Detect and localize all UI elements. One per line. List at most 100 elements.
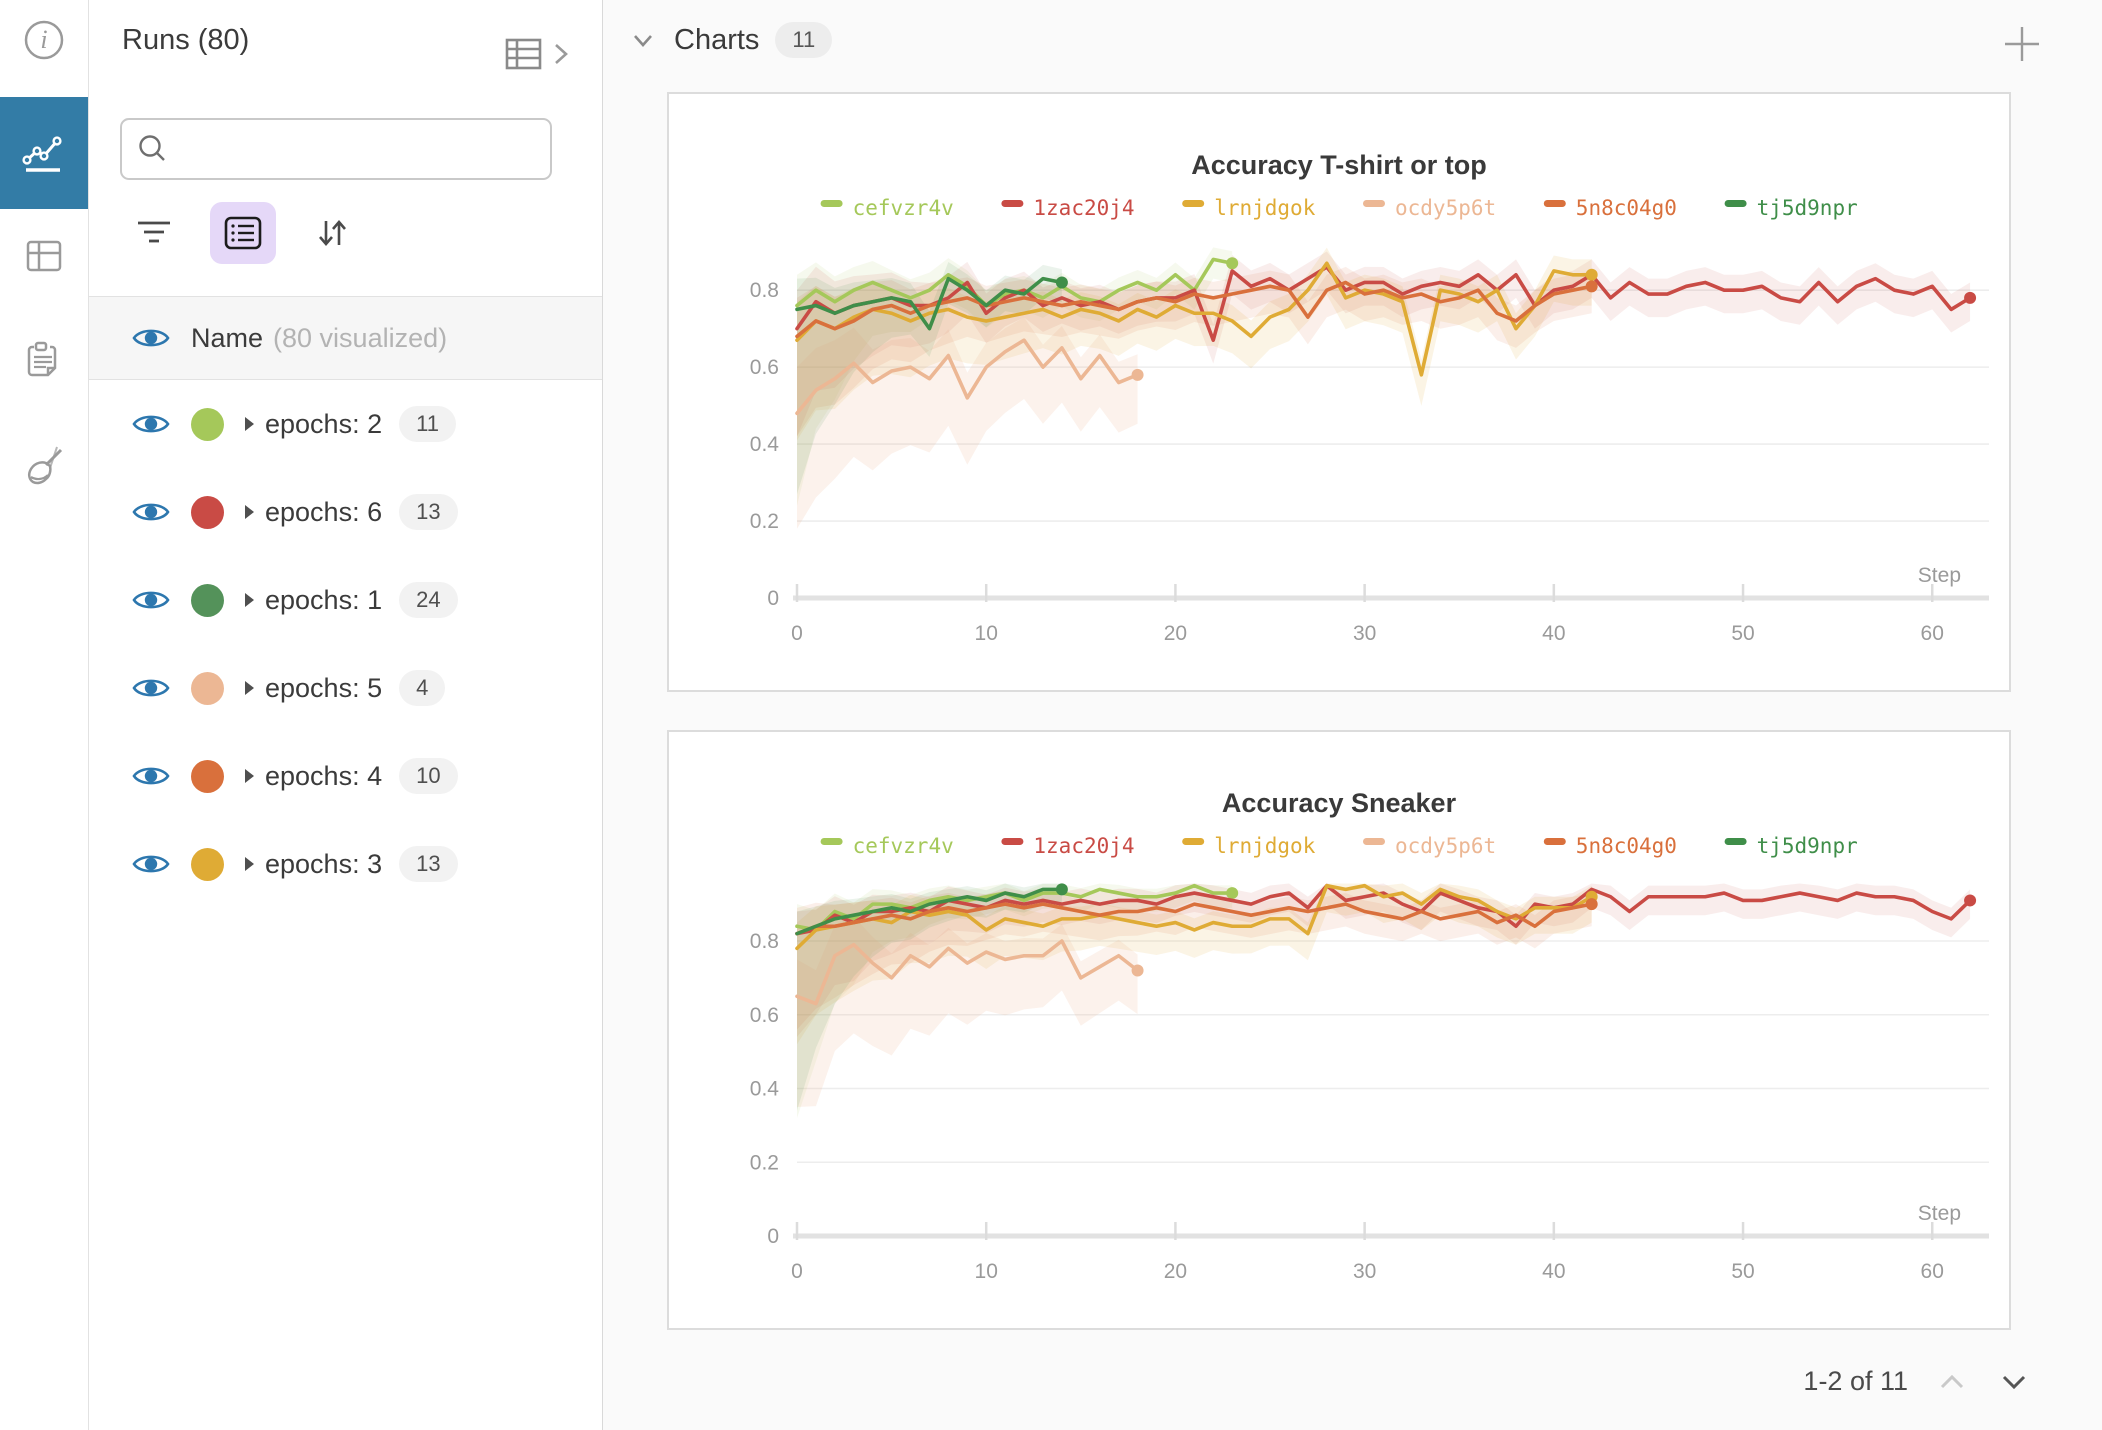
run-group-list: epochs: 2 11 epochs: 6 13 epochs: 1 24 e…: [88, 380, 602, 908]
legend-run-name: cefvzr4v: [853, 834, 954, 858]
page-down-chevron-icon[interactable]: [1996, 1368, 2032, 1396]
sweeps-broom-icon[interactable]: [0, 440, 88, 492]
runs-sidebar: Runs (80): [88, 0, 603, 1430]
run-group-row[interactable]: epochs: 3 13: [88, 820, 602, 908]
chart-title: Accuracy Sneaker: [1222, 788, 1457, 818]
run-group-label: epochs: 2: [265, 408, 383, 439]
charts-count-badge: 11: [775, 22, 833, 58]
run-line[interactable]: [795, 276, 1064, 331]
legend-swatch: [1001, 200, 1024, 207]
legend-run-name: 5n8c04g0: [1576, 196, 1677, 220]
legend-run-name: cefvzr4v: [853, 196, 954, 220]
list-icon: [224, 216, 262, 250]
eye-icon[interactable]: [131, 323, 171, 353]
run-group-label: epochs: 6: [265, 496, 383, 527]
panel-pagination: 1-2 of 11: [1803, 1366, 2032, 1397]
eye-icon[interactable]: [131, 673, 171, 703]
eye-icon[interactable]: [131, 761, 171, 791]
run-line[interactable]: [795, 265, 1972, 342]
legend-run-name: 1zac20j4: [1033, 196, 1134, 220]
run-line-end-dot: [1055, 883, 1068, 896]
run-line[interactable]: [795, 883, 1234, 932]
run-group-row[interactable]: epochs: 2 11: [88, 380, 602, 468]
eye-icon[interactable]: [131, 409, 171, 439]
sort-icon[interactable]: [310, 211, 354, 255]
run-group-row[interactable]: epochs: 4 10: [88, 732, 602, 820]
legend-run-name: tj5d9npr: [1757, 834, 1858, 858]
x-tick-label: 10: [975, 1260, 998, 1283]
legend-swatch: [1724, 838, 1747, 845]
y-tick-label: 0: [767, 587, 779, 610]
run-color-dot: [191, 495, 224, 529]
chart-panel-accuracy-sneaker[interactable]: Accuracy Sneaker cefvzr4v 1zac20j4 lrnjdgok…: [667, 730, 2011, 1330]
expand-caret-icon[interactable]: [241, 502, 257, 522]
y-tick-label: 0.4: [750, 1078, 780, 1101]
logs-clipboard-icon[interactable]: [0, 336, 88, 384]
run-count-badge: 13: [399, 846, 458, 882]
expand-caret-icon[interactable]: [241, 766, 257, 786]
info-icon[interactable]: i: [0, 16, 88, 64]
expand-caret-icon[interactable]: [241, 414, 257, 434]
legend-run-name: lrnjdgok: [1214, 196, 1316, 220]
run-search-box: [120, 118, 552, 180]
run-line[interactable]: [795, 887, 1064, 936]
name-visibility-row[interactable]: Name (80 visualized): [88, 296, 602, 380]
plus-icon: [2005, 27, 2039, 61]
expand-caret-icon[interactable]: [241, 590, 257, 610]
x-axis-label: Step: [1918, 564, 1961, 587]
eye-icon[interactable]: [131, 585, 171, 615]
chart-title: Accuracy T-shirt or top: [1191, 150, 1487, 180]
run-count-badge: 10: [399, 758, 458, 794]
confidence-band: [797, 883, 1971, 1037]
run-color-dot: [191, 583, 224, 617]
run-line-end-dot: [1585, 280, 1598, 293]
run-line-end-dot: [1226, 257, 1239, 270]
run-group-label: epochs: 4: [265, 760, 383, 791]
name-column-label: Name: [191, 322, 264, 353]
run-count-badge: 11: [399, 406, 456, 442]
confidence-band: [797, 266, 1592, 437]
x-tick-label: 0: [791, 622, 803, 645]
run-group-row[interactable]: epochs: 6 13: [88, 468, 602, 556]
left-icon-rail: i: [0, 0, 89, 1430]
run-line-end-dot: [1226, 887, 1239, 900]
y-tick-label: 0.2: [750, 510, 779, 533]
add-panel-button[interactable]: [2000, 22, 2044, 66]
expand-caret-icon[interactable]: [241, 678, 257, 698]
eye-icon[interactable]: [131, 497, 171, 527]
list-view-button[interactable]: [210, 202, 276, 264]
workspace-charts-tab[interactable]: [0, 97, 88, 209]
y-tick-label: 0.8: [750, 279, 779, 302]
run-line[interactable]: [795, 338, 1140, 416]
charts-section-header: Charts 11: [628, 22, 833, 58]
search-icon: [139, 135, 165, 161]
run-line[interactable]: [795, 280, 1594, 339]
expand-caret-icon[interactable]: [241, 854, 257, 874]
workspace-main: Charts 11 Accuracy T-shirt or top cefvzr4…: [602, 0, 2102, 1430]
run-line[interactable]: [795, 939, 1140, 1006]
run-line[interactable]: [795, 883, 1594, 951]
x-tick-label: 20: [1164, 1260, 1187, 1283]
chart-panel-accuracy-tshirt[interactable]: Accuracy T-shirt or top cefvzr4v 1zac20j4 l…: [667, 92, 2011, 692]
run-line-end-dot: [1131, 368, 1144, 381]
page-up-chevron-icon[interactable]: [1934, 1368, 1970, 1396]
filter-icon[interactable]: [132, 215, 176, 251]
run-line[interactable]: [795, 261, 1594, 377]
visualized-count-label: (80 visualized): [273, 322, 448, 353]
legend-run-name: ocdy5p6t: [1395, 196, 1496, 220]
section-collapse-chevron-icon[interactable]: [628, 28, 658, 52]
run-group-row[interactable]: epochs: 1 24: [88, 556, 602, 644]
legend-swatch: [820, 838, 843, 845]
table-tab-icon[interactable]: [0, 232, 88, 280]
expand-runs-chevron-icon[interactable]: [550, 39, 572, 69]
run-group-row[interactable]: epochs: 5 4: [88, 644, 602, 732]
run-line-end-dot: [1964, 291, 1977, 304]
runs-table-icon[interactable]: [504, 36, 544, 72]
confidence-band: [797, 262, 1062, 495]
run-count-badge: 13: [399, 494, 458, 530]
run-search-input[interactable]: [182, 135, 536, 163]
run-group-label: epochs: 3: [265, 848, 383, 879]
eye-icon[interactable]: [131, 849, 171, 879]
run-line[interactable]: [795, 902, 1594, 936]
y-tick-label: 0.8: [750, 930, 779, 953]
